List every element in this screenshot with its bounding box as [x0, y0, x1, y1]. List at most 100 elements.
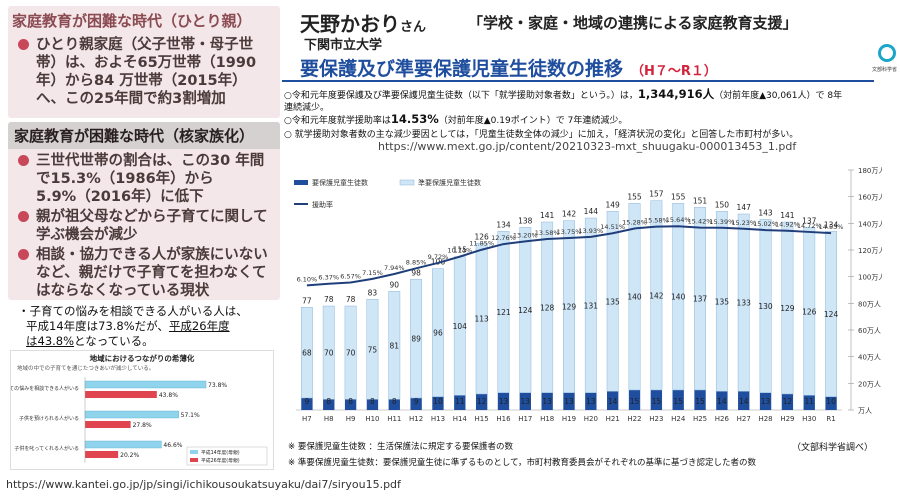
- x-tick-label: H26: [715, 415, 730, 423]
- rate-label: 11.85%: [469, 240, 494, 248]
- community-ties-chart: 地域におけるつながりの希薄化 地域の中での子育てを通じたつきあいが減少している。…: [10, 350, 274, 470]
- x-tick-label: H21: [606, 415, 620, 423]
- rate-label: 13.58%: [535, 229, 560, 237]
- note-1b: 1,344,916人: [637, 87, 715, 101]
- bar-label-yohogo: 14: [739, 397, 749, 406]
- x-tick-label: H25: [693, 415, 707, 423]
- rate-label: 6.37%: [318, 274, 339, 282]
- community-ties-chart-title: 地域におけるつながりの希薄化: [89, 354, 195, 363]
- bar-label-jun-yohogo: 128: [540, 303, 555, 312]
- bar-label-jun-yohogo: 135: [606, 297, 621, 306]
- mini-bar-h26: [85, 451, 119, 458]
- bullet-item: 三世代世帯の割合は、この30 年間で15.3%（1986年）から5.9%（201…: [18, 152, 274, 206]
- bar-label-jun-yohogo: 129: [562, 303, 577, 312]
- x-tick-label: H9: [346, 415, 356, 423]
- rate-label: 15.28%: [622, 218, 647, 226]
- consultation-line-1: ・子育ての悩みを相談できる人がいる人は、: [18, 304, 248, 318]
- bar-label-jun-yohogo: 124: [518, 306, 533, 315]
- bar-label-jun-yohogo: 89: [411, 335, 421, 344]
- mini-bar-h14: [84, 380, 207, 389]
- bar-label-total: 147: [737, 203, 752, 212]
- note-1c: （対前年度▲30,061人）で 8年: [714, 91, 843, 101]
- y-tick-label: 100万人: [858, 274, 882, 282]
- note-line-1: ○令和元年度要保護及び準要保護児童生徒数（以下「就学援助対象者数」という。）は，…: [284, 86, 842, 102]
- talk-title: 「学校・家庭・地域の連携による家庭教育支援」: [468, 14, 798, 32]
- footnote-2: ※ 準要保護児童生徒数：要保護児童生徒に準ずるものとして，市町村教育委員会がそれ…: [288, 458, 756, 468]
- bar-label-jun-yohogo: 142: [649, 291, 664, 300]
- bar-label-jun-yohogo: 113: [474, 315, 489, 324]
- mini-category-label: 子供を叱ってくれる人がいる: [14, 445, 79, 452]
- bar-jun-yohogo: [388, 291, 401, 400]
- x-tick-label: H10: [365, 415, 379, 423]
- bar-label-total: 144: [584, 207, 599, 216]
- bar-label-total: 149: [606, 200, 621, 209]
- x-tick-label: H27: [737, 415, 751, 423]
- x-tick-label: H30: [802, 415, 816, 423]
- bar-label-yohogo: 13: [564, 397, 574, 406]
- mext-logo-text: 文部科学省: [872, 67, 898, 73]
- bar-label-jun-yohogo: 70: [346, 349, 356, 358]
- single-parent-panel: 家庭教育が困難な時代（ひとり親） ひとり親家庭（父子世帯・母子世帯）は、およそ6…: [8, 6, 280, 118]
- bar-label-total: 151: [693, 196, 708, 205]
- bar-label-total: 134: [824, 220, 839, 229]
- bar-label-yohogo: 14: [717, 397, 727, 406]
- bar-yohogo: [694, 390, 706, 410]
- title-divider: [282, 80, 874, 82]
- bar-yohogo: [738, 391, 750, 410]
- rate-label: 8.85%: [406, 258, 427, 266]
- x-tick-label: H22: [627, 415, 641, 423]
- consultation-text: ・子育ての悩みを相談できる人がいる人は、 平成14年度は73.8%だが、平成26…: [18, 304, 278, 349]
- rate-label: 14.92%: [775, 221, 800, 229]
- bar-label-yohogo: 13: [499, 397, 509, 406]
- nuclear-family-panel: 家庭教育が困難な時代（核家族化） 三世代世帯の割合は、この30 年間で15.3%…: [8, 122, 280, 300]
- rate-label: 6.57%: [340, 272, 361, 280]
- y-tick-label: 万人: [858, 407, 872, 415]
- bullet-text: ひとり親家庭（父子世帯・母子世帯）は、およそ65万世帯（1990年）から84 万…: [36, 37, 257, 107]
- bar-jun-yohogo: [541, 221, 554, 393]
- x-tick-label: H11: [387, 415, 401, 423]
- bar-label-yohogo: 12: [477, 397, 487, 406]
- bar-label-jun-yohogo: 96: [433, 329, 443, 338]
- bar-label-yohogo: 8: [326, 397, 331, 406]
- nuclear-family-panel-title: 家庭教育が困難な時代（核家族化）: [8, 122, 280, 149]
- bar-label-jun-yohogo: 126: [802, 307, 817, 316]
- y-tick-label: 180万人: [858, 167, 882, 175]
- consultation-line-3b: となっている。: [74, 334, 154, 348]
- consultation-line-2: 平成14年度は73.8%だが、平成26年度: [18, 319, 278, 334]
- x-tick-label: H29: [780, 415, 794, 423]
- rate-label: 13.93%: [578, 227, 603, 235]
- bar-label-total: 142: [562, 210, 577, 219]
- bar-label-yohogo: 10: [826, 397, 836, 406]
- rate-label: 15.58%: [644, 217, 669, 225]
- mini-legend-label-h14: 平成14年度(母親): [201, 449, 240, 456]
- mini-legend-label-h26: 平成26年度(母親): [201, 457, 240, 464]
- mext-url: https://www.mext.go.jp/content/20210323-…: [378, 140, 797, 153]
- legend-label-yohogo: 要保護児童生徒数: [312, 178, 368, 187]
- bullet-item: 親が祖父母などから子育てに関して学ぶ機会が減少: [18, 208, 274, 244]
- x-tick-label: H15: [475, 415, 489, 423]
- page-title: 要保護及び準要保護児童生徒数の推移 （H７～R１）: [300, 54, 717, 81]
- bar-label-jun-yohogo: 104: [453, 322, 468, 331]
- bar-label-yohogo: 15: [652, 397, 662, 406]
- bar-yohogo: [607, 391, 619, 410]
- bar-jun-yohogo: [672, 203, 685, 391]
- y-tick-label: 140万人: [858, 220, 882, 228]
- page-title-text: 要保護及び準要保護児童生徒数の推移: [300, 58, 624, 80]
- bar-yohogo: [519, 392, 531, 410]
- bar-label-total: 134: [496, 220, 511, 229]
- rate-label: 14.51%: [600, 223, 625, 231]
- bar-label-jun-yohogo: 121: [496, 308, 511, 317]
- consultation-line-2b: 平成26年度: [168, 319, 230, 333]
- bar-label-yohogo: 8: [392, 397, 397, 406]
- bar-jun-yohogo: [366, 299, 379, 400]
- bullet-dot-icon: [18, 39, 29, 50]
- bar-jun-yohogo: [803, 227, 816, 396]
- bar-jun-yohogo: [606, 211, 619, 392]
- bar-yohogo: [541, 392, 553, 410]
- mini-legend-swatch-h14: [190, 450, 198, 454]
- note-line-1-cont: 連続減少。: [284, 103, 330, 113]
- bar-jun-yohogo: [650, 200, 663, 391]
- bar-label-yohogo: 9: [305, 397, 310, 406]
- bar-label-jun-yohogo: 68: [302, 349, 312, 358]
- bar-label-total: 141: [780, 211, 795, 220]
